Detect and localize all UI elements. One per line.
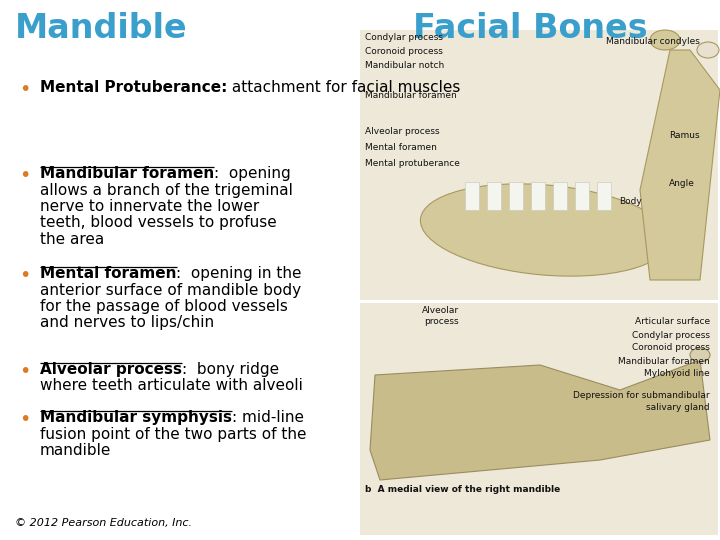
Text: Alveolar process: Alveolar process: [40, 362, 182, 377]
Text: attachment for facial muscles: attachment for facial muscles: [228, 80, 461, 95]
Bar: [531, 182, 545, 210]
Text: Articular surface: Articular surface: [635, 318, 710, 327]
Text: Depression for submandibular: Depression for submandibular: [573, 390, 710, 400]
Text: mandible: mandible: [40, 443, 112, 458]
Text: nerve to innervate the lower: nerve to innervate the lower: [40, 199, 259, 214]
Text: the area: the area: [40, 232, 104, 247]
Text: Facial Bones: Facial Bones: [413, 12, 647, 45]
Text: Mandibular foramen: Mandibular foramen: [40, 166, 215, 181]
Text: :  opening: : opening: [215, 166, 291, 181]
Text: Coronoid process: Coronoid process: [632, 343, 710, 353]
Polygon shape: [640, 50, 720, 280]
Bar: [465, 182, 479, 210]
Bar: [360, 30, 718, 300]
Text: Mental protuberance: Mental protuberance: [365, 159, 460, 168]
Bar: [487, 182, 501, 210]
Text: : mid-line: : mid-line: [232, 410, 304, 425]
Text: Mental foramen: Mental foramen: [365, 144, 437, 152]
Text: and nerves to lips/chin: and nerves to lips/chin: [40, 315, 214, 330]
Text: Alveolar
process: Alveolar process: [421, 306, 459, 326]
Text: Condylar process: Condylar process: [365, 33, 443, 43]
Text: salivary gland: salivary gland: [647, 402, 710, 411]
Text: b  A medial view of the right mandible: b A medial view of the right mandible: [365, 485, 560, 495]
Text: Mylohyoid line: Mylohyoid line: [644, 369, 710, 379]
Bar: [553, 182, 567, 210]
Ellipse shape: [690, 348, 710, 362]
Text: for the passage of blood vessels: for the passage of blood vessels: [40, 299, 288, 314]
Text: allows a branch of the trigeminal: allows a branch of the trigeminal: [40, 183, 293, 198]
Text: Condylar process: Condylar process: [632, 330, 710, 340]
Text: Alveolar process: Alveolar process: [365, 127, 440, 137]
Text: :  bony ridge: : bony ridge: [182, 362, 279, 377]
Text: Body: Body: [618, 198, 642, 206]
Text: anterior surface of mandible body: anterior surface of mandible body: [40, 282, 301, 298]
Text: :  opening in the: : opening in the: [176, 266, 302, 281]
Text: Mandibular condyles: Mandibular condyles: [606, 37, 700, 46]
Text: Mandibular symphysis: Mandibular symphysis: [40, 410, 232, 425]
Ellipse shape: [420, 184, 670, 276]
Text: teeth, blood vessels to profuse: teeth, blood vessels to profuse: [40, 215, 276, 231]
Text: •: •: [19, 410, 31, 429]
Bar: [575, 182, 589, 210]
Polygon shape: [370, 360, 710, 480]
Ellipse shape: [697, 42, 719, 58]
Bar: [597, 182, 611, 210]
Text: Mandibular foramen: Mandibular foramen: [365, 91, 456, 100]
Ellipse shape: [650, 30, 680, 50]
Text: Mandible: Mandible: [15, 12, 188, 45]
Text: © 2012 Pearson Education, Inc.: © 2012 Pearson Education, Inc.: [15, 518, 192, 528]
Text: Mandibular notch: Mandibular notch: [365, 62, 444, 71]
Text: Coronoid process: Coronoid process: [365, 48, 443, 57]
Text: •: •: [19, 166, 31, 185]
Text: Ramus: Ramus: [670, 132, 700, 140]
Text: Mandibular foramen: Mandibular foramen: [618, 356, 710, 366]
Text: •: •: [19, 362, 31, 381]
Bar: [509, 182, 523, 210]
Text: Angle: Angle: [669, 179, 695, 188]
Text: fusion point of the two parts of the: fusion point of the two parts of the: [40, 427, 307, 442]
Text: Mental foramen: Mental foramen: [40, 266, 176, 281]
Text: where teeth articulate with alveoli: where teeth articulate with alveoli: [40, 379, 303, 394]
Bar: [360, 303, 718, 535]
Text: •: •: [19, 266, 31, 285]
Text: •: •: [19, 80, 31, 99]
Text: Mental Protuberance:: Mental Protuberance:: [40, 80, 228, 95]
